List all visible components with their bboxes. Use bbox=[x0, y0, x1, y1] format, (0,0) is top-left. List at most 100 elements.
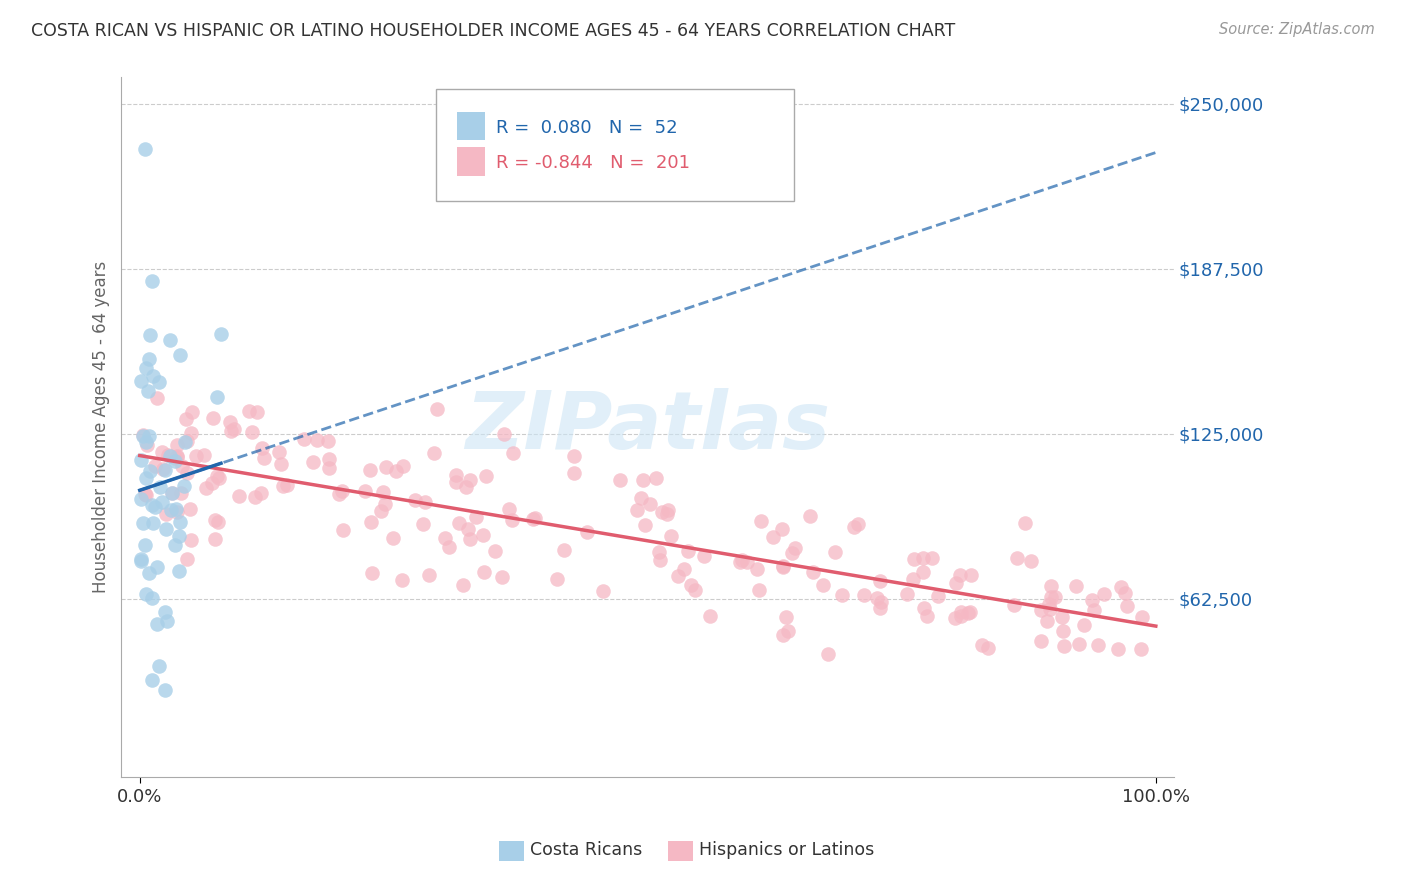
Point bbox=[673, 562, 696, 576]
Point bbox=[1109, 581, 1132, 595]
Point bbox=[135, 471, 157, 485]
Point bbox=[945, 576, 967, 591]
Point bbox=[1043, 590, 1066, 604]
Point bbox=[150, 444, 173, 458]
Point bbox=[240, 425, 263, 439]
Point bbox=[735, 555, 758, 569]
Point bbox=[811, 577, 834, 591]
Point bbox=[155, 522, 177, 536]
Point bbox=[132, 428, 155, 442]
Point bbox=[163, 450, 186, 465]
Point bbox=[155, 605, 177, 619]
Point bbox=[693, 549, 716, 563]
Point bbox=[647, 545, 669, 559]
Point bbox=[912, 601, 935, 615]
Point bbox=[359, 462, 381, 476]
Point bbox=[446, 475, 468, 489]
Point bbox=[870, 595, 893, 609]
Point bbox=[562, 466, 585, 480]
Point bbox=[139, 328, 162, 343]
Point bbox=[1083, 603, 1105, 617]
Point bbox=[502, 446, 524, 460]
Text: R = -0.844   N =  201: R = -0.844 N = 201 bbox=[496, 154, 690, 172]
Point bbox=[174, 435, 197, 450]
Point bbox=[592, 583, 614, 598]
Point bbox=[131, 375, 153, 389]
Point bbox=[181, 405, 204, 419]
Point bbox=[138, 351, 160, 366]
Point bbox=[270, 458, 292, 472]
Point bbox=[1116, 599, 1139, 613]
Point bbox=[960, 568, 983, 582]
Y-axis label: Householder Income Ages 45 - 64 years: Householder Income Ages 45 - 64 years bbox=[93, 261, 110, 593]
Point bbox=[172, 458, 194, 473]
Point bbox=[748, 582, 770, 597]
Point bbox=[921, 550, 943, 565]
Point bbox=[305, 433, 328, 447]
Point bbox=[912, 566, 935, 580]
Point bbox=[156, 614, 179, 628]
Point bbox=[1029, 603, 1052, 617]
Point bbox=[458, 473, 481, 487]
Point bbox=[166, 438, 188, 452]
Point bbox=[957, 606, 980, 620]
Point bbox=[153, 463, 176, 477]
Point bbox=[143, 459, 166, 474]
Point bbox=[332, 523, 354, 537]
Point bbox=[609, 473, 631, 487]
Point bbox=[1073, 617, 1095, 632]
Point bbox=[699, 609, 721, 624]
Point bbox=[201, 475, 224, 490]
Point bbox=[180, 426, 202, 441]
Point bbox=[246, 405, 269, 419]
Point bbox=[1040, 579, 1063, 593]
Point bbox=[218, 416, 240, 430]
Point bbox=[866, 591, 889, 605]
Point bbox=[630, 491, 652, 506]
Point bbox=[135, 438, 157, 452]
Point bbox=[180, 533, 202, 547]
Point bbox=[817, 647, 839, 661]
Point bbox=[1035, 614, 1057, 628]
Point bbox=[141, 673, 163, 687]
Point bbox=[153, 683, 176, 698]
Point bbox=[645, 471, 668, 485]
Point bbox=[318, 460, 340, 475]
Point bbox=[970, 638, 993, 652]
Point bbox=[134, 538, 156, 552]
Text: Source: ZipAtlas.com: Source: ZipAtlas.com bbox=[1219, 22, 1375, 37]
Point bbox=[150, 494, 173, 508]
Point bbox=[683, 582, 706, 597]
Point bbox=[651, 506, 673, 520]
Point bbox=[361, 566, 384, 581]
Point bbox=[575, 525, 598, 540]
Point bbox=[193, 448, 215, 462]
Point bbox=[228, 489, 250, 503]
Point bbox=[142, 369, 165, 384]
Point bbox=[1005, 551, 1028, 566]
Point bbox=[657, 503, 679, 517]
Point bbox=[328, 486, 350, 500]
Point bbox=[799, 508, 821, 523]
Text: Costa Ricans: Costa Ricans bbox=[530, 841, 643, 859]
Point bbox=[775, 610, 797, 624]
Point bbox=[166, 505, 188, 519]
Point bbox=[648, 552, 671, 566]
Point bbox=[869, 574, 891, 588]
Point bbox=[384, 464, 406, 478]
Point bbox=[404, 493, 426, 508]
Point bbox=[167, 529, 190, 543]
Point bbox=[165, 502, 187, 516]
Point bbox=[640, 497, 662, 511]
Point bbox=[546, 572, 568, 586]
Point bbox=[292, 432, 315, 446]
Point bbox=[553, 543, 575, 558]
Point bbox=[785, 541, 807, 556]
Point bbox=[136, 384, 159, 399]
Point bbox=[523, 511, 546, 525]
Point bbox=[434, 531, 457, 545]
Point bbox=[250, 441, 273, 455]
Point bbox=[903, 552, 925, 566]
Point bbox=[148, 659, 170, 673]
Point bbox=[1080, 593, 1102, 607]
